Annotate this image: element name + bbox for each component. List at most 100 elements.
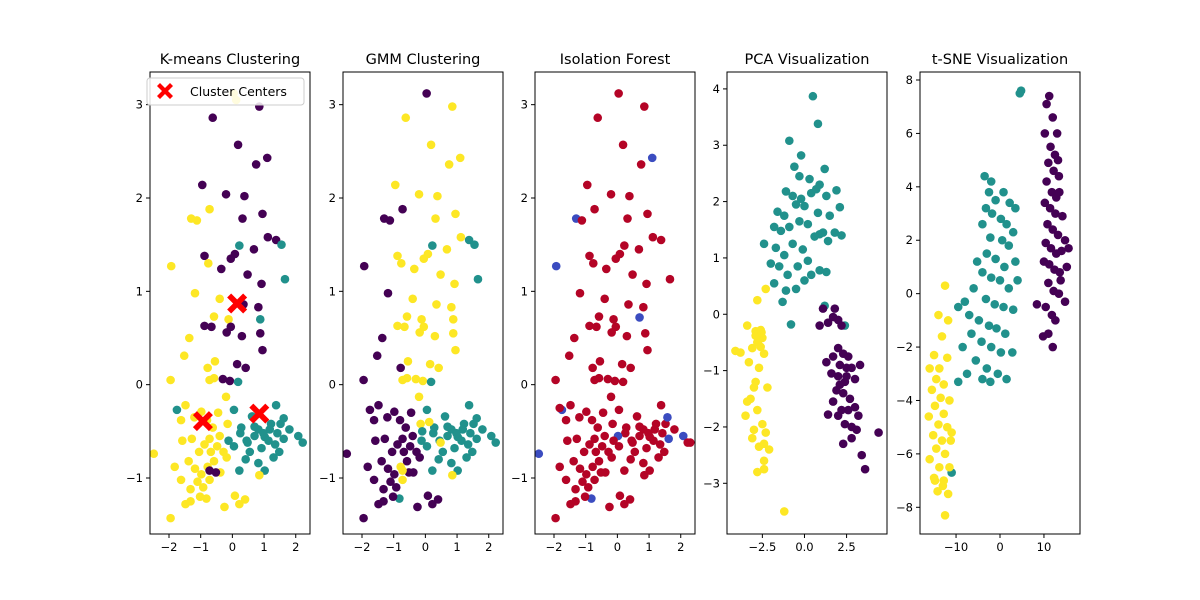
- scatter-point: [747, 433, 757, 443]
- scatter-point: [749, 425, 759, 435]
- scatter-point: [205, 204, 214, 214]
- scatter-point: [639, 458, 648, 468]
- scatter-point: [472, 413, 482, 423]
- scatter-point: [623, 214, 632, 223]
- scatter-point: [636, 160, 646, 169]
- scatter-point: [940, 281, 950, 290]
- scatter-point: [406, 408, 416, 417]
- y-tick-label: −8: [896, 500, 913, 514]
- scatter-point: [832, 186, 841, 195]
- scatter-point: [1008, 227, 1018, 237]
- y-tick-label: 1: [136, 284, 143, 298]
- scatter-point: [860, 464, 870, 474]
- scatter-point: [200, 440, 209, 449]
- scatter-point: [241, 363, 250, 373]
- scatter-point: [224, 436, 233, 445]
- scatter-point: [401, 113, 411, 123]
- scatter-point: [462, 453, 471, 462]
- scatter-point: [850, 402, 860, 412]
- scatter-point: [221, 189, 231, 199]
- scatter-point: [470, 240, 479, 249]
- scatter-point: [257, 279, 266, 289]
- scatter-point: [1046, 142, 1055, 152]
- scatter-point: [999, 187, 1008, 197]
- scatter-point: [577, 216, 587, 225]
- scatter-point: [448, 102, 457, 111]
- scatter-point: [843, 405, 853, 415]
- scatter-point: [830, 228, 840, 237]
- x-tick-label: 1: [260, 540, 267, 554]
- scatter-point: [592, 322, 601, 332]
- y-tick-label: −2: [896, 340, 913, 354]
- scatter-point: [986, 273, 996, 282]
- scatter-point: [1051, 209, 1060, 218]
- scatter-point: [753, 467, 762, 477]
- y-tick-label: 0: [521, 378, 528, 392]
- x-tick-label: 0: [996, 540, 1003, 554]
- scatter-point: [969, 284, 978, 293]
- y-tick-label: 0: [136, 378, 143, 392]
- scatter-point: [850, 374, 860, 384]
- scatter-points: [731, 91, 883, 516]
- scatter-point: [215, 294, 224, 304]
- scatter-points: [150, 89, 308, 523]
- scatter-point: [585, 321, 594, 331]
- scatter-point: [822, 191, 831, 201]
- scatter-point: [575, 413, 584, 422]
- scatter-point: [588, 363, 597, 373]
- scatter-point: [995, 276, 1005, 285]
- scatter-point: [800, 276, 809, 285]
- scatter-point: [791, 284, 801, 294]
- scatter-point: [218, 374, 228, 384]
- scatter-point: [1002, 219, 1011, 229]
- scatter-point: [1045, 203, 1055, 213]
- scatter-point: [235, 241, 244, 250]
- scatter-point: [647, 153, 657, 163]
- scatter-point: [635, 313, 644, 322]
- scatter-point: [203, 363, 212, 373]
- scatter-point: [397, 259, 406, 268]
- subplot-title: Isolation Forest: [560, 52, 671, 68]
- scatter-point: [575, 464, 585, 473]
- scatter-point: [771, 243, 781, 253]
- scatter-point: [650, 425, 660, 434]
- scatter-point: [578, 477, 587, 487]
- scatter-point: [598, 408, 608, 417]
- scatter-point: [953, 302, 963, 312]
- scatter-point: [442, 245, 452, 254]
- scatter-point: [433, 495, 443, 504]
- axes-frame: [534, 71, 696, 535]
- scatter-point: [582, 180, 592, 190]
- scatter-point: [438, 447, 448, 457]
- scatter-point: [874, 428, 883, 437]
- scatter-point: [958, 342, 967, 352]
- scatter-point: [472, 434, 482, 444]
- scatter-point: [793, 262, 803, 271]
- scatter-point: [609, 436, 618, 445]
- scatter-point: [753, 405, 762, 415]
- scatter-point: [803, 219, 813, 229]
- scatter-point: [273, 428, 282, 438]
- scatter-point: [428, 499, 437, 509]
- scatter-point: [279, 434, 289, 444]
- scatter-point: [828, 397, 838, 406]
- x-tick-label: −2: [161, 540, 178, 554]
- y-tick-label: 4: [906, 180, 913, 194]
- scatter-point: [258, 345, 267, 355]
- scatter-point: [840, 419, 850, 429]
- scatter-point: [808, 91, 818, 101]
- scatter-point: [960, 297, 970, 306]
- scatter-point: [259, 428, 268, 438]
- scatter-point: [423, 491, 433, 501]
- scatter-point: [448, 329, 458, 338]
- scatter-point: [452, 428, 461, 438]
- scatter-point: [987, 209, 997, 218]
- scatter-point: [1008, 348, 1017, 357]
- scatter-point: [1052, 129, 1062, 138]
- scatter-point: [434, 363, 443, 373]
- x-tick-label: 2: [292, 540, 299, 554]
- scatter-point: [377, 333, 387, 343]
- scatter-point: [815, 266, 824, 275]
- scatter-point: [255, 315, 265, 324]
- scatter-point: [928, 430, 938, 440]
